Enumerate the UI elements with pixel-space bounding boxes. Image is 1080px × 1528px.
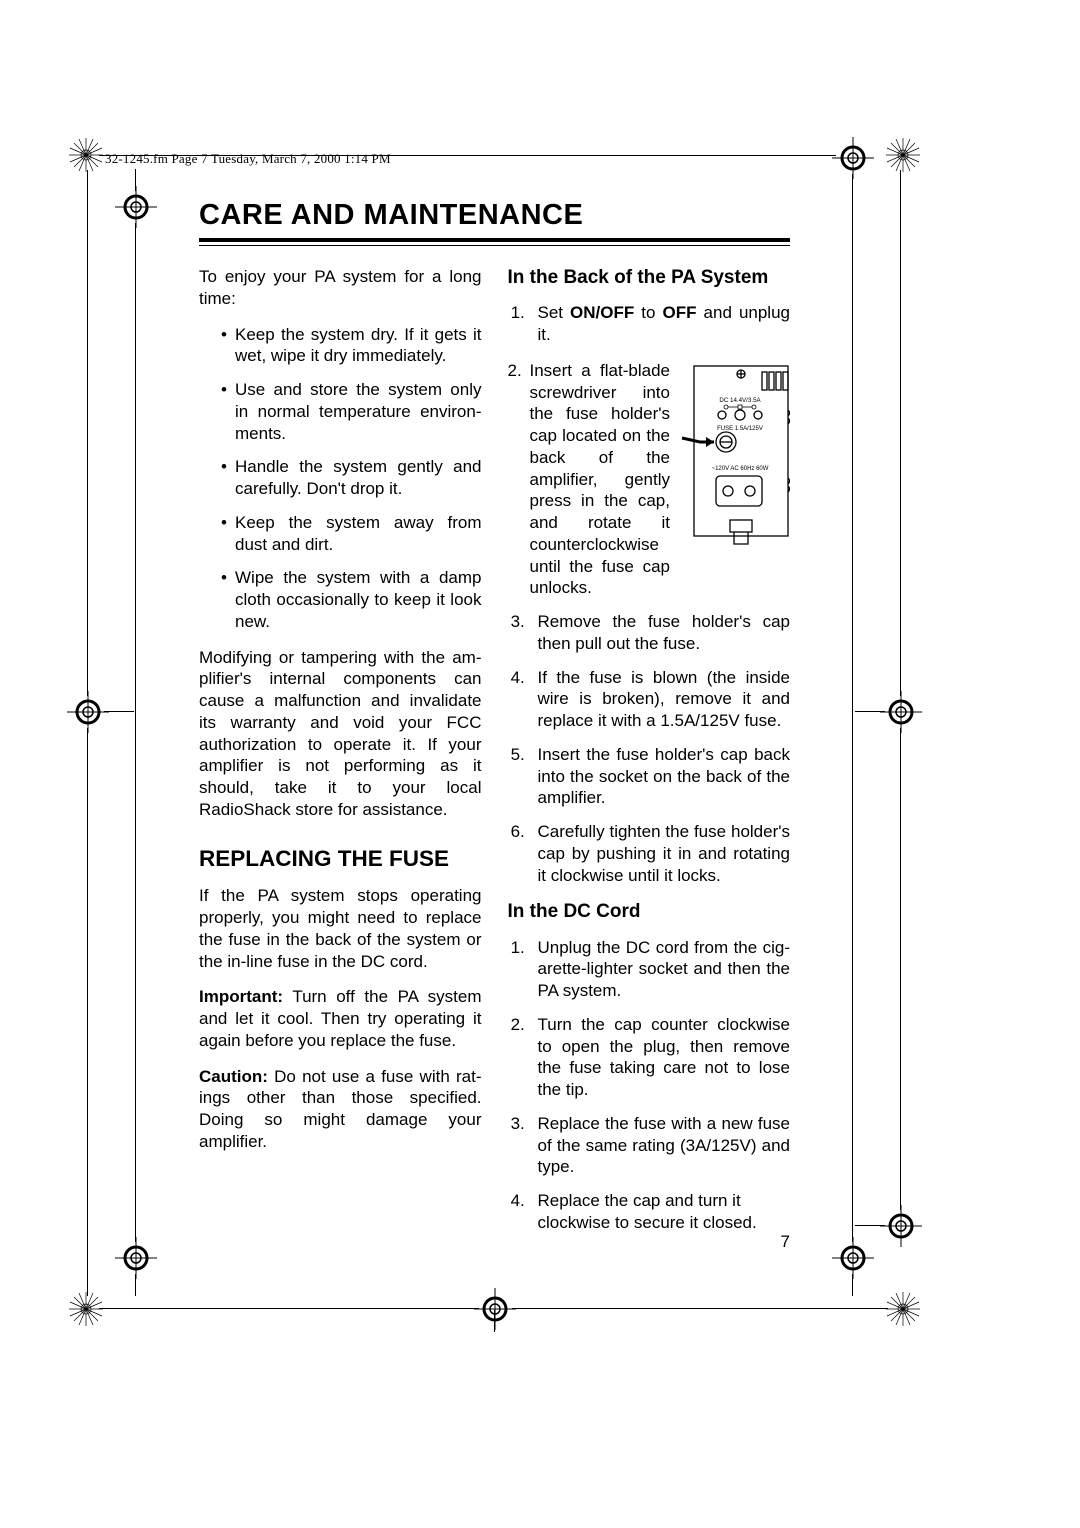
list-item: Keep the system away from dust and dirt.: [221, 512, 482, 556]
list-item: Carefully tighten the fuse holder's cap …: [530, 821, 791, 886]
caution-label: Caution:: [199, 1067, 268, 1086]
back-panel-diagram: DC 14.4V/3.5A FUSE 1.5A/125V ~120V AC 60…: [680, 360, 790, 556]
intro-para: To enjoy your PA system for a long time:: [199, 266, 482, 310]
diagram-label: DC 14.4V/3.5A: [719, 397, 761, 404]
bold-text: ON/OFF: [570, 303, 634, 322]
list-item: Unplug the DC cord from the cig­arette-l…: [530, 937, 791, 1002]
diagram-label: FUSE 1.5A/125V: [717, 426, 763, 432]
bold-text: OFF: [663, 303, 697, 322]
registration-icon: [115, 1237, 157, 1279]
list-item: Replace the cap and turn it clockwise to…: [530, 1190, 791, 1234]
crop-rule: [900, 728, 901, 1210]
crop-rule: [852, 174, 853, 1242]
page-number: 7: [781, 1232, 790, 1252]
crop-radial-icon: [69, 1292, 103, 1326]
mod-warning-para: Modifying or tampering with the am­plifi…: [199, 647, 482, 821]
crop-rule: [99, 1308, 479, 1309]
subsection-heading: In the Back of the PA System: [508, 266, 791, 290]
list-item: Keep the system dry. If it gets it wet, …: [221, 324, 482, 368]
crop-radial-icon: [886, 1292, 920, 1326]
caution-para: Caution: Do not use a fuse with rat­ings…: [199, 1066, 482, 1153]
list-item: Set ON/OFF to OFF and unplug it.: [530, 302, 791, 346]
crop-rule: [512, 1308, 888, 1309]
back-steps-list-cont: Remove the fuse holder's cap then pull o…: [508, 611, 791, 886]
dc-steps-list: Unplug the DC cord from the cig­arette-l…: [508, 937, 791, 1234]
registration-icon: [880, 691, 922, 733]
page: 32-1245.fm Page 7 Tuesday, March 7, 2000…: [0, 0, 1080, 1528]
registration-icon: [880, 1205, 922, 1247]
step-text: Insert a flat-blade screwdriver into the…: [530, 361, 671, 598]
title-rule: [199, 238, 790, 242]
step-text: to: [634, 303, 662, 322]
list-item: Use and store the system only in normal …: [221, 379, 482, 444]
list-item: Insert the fuse holder's cap back into t…: [530, 744, 791, 809]
content-area: CARE AND MAINTENANCE To enjoy your PA sy…: [199, 199, 790, 1248]
crop-rule: [135, 169, 136, 191]
list-item: Handle the system gently and carefully. …: [221, 456, 482, 500]
registration-icon: [115, 186, 157, 228]
step-text: Set: [538, 303, 571, 322]
crop-radial-icon: [886, 138, 920, 172]
crop-rule: [104, 711, 134, 712]
crop-rule: [87, 170, 88, 696]
crop-rule: [900, 170, 901, 696]
registration-icon: [832, 137, 874, 179]
diagram-label: ~120V AC 60Hz 60W: [712, 466, 769, 472]
crop-rule: [135, 223, 136, 1242]
text-columns: To enjoy your PA system for a long time:…: [199, 266, 790, 1248]
body-para: If the PA system stops operating properl…: [199, 885, 482, 972]
subsection-heading: In the DC Cord: [508, 900, 791, 924]
important-para: Important: Turn off the PA system and le…: [199, 986, 482, 1051]
page-title: CARE AND MAINTENANCE: [199, 199, 790, 232]
crop-rule: [494, 1310, 495, 1332]
registration-icon: [832, 1237, 874, 1279]
care-bullet-list: Keep the system dry. If it gets it wet, …: [199, 324, 482, 633]
crop-rule: [87, 728, 88, 1296]
crop-rule: [855, 1225, 885, 1226]
list-item: If the fuse is blown (the inside wire is…: [530, 667, 791, 732]
crop-rule: [852, 1274, 853, 1296]
list-item: Replace the fuse with a new fuse of the …: [530, 1113, 791, 1178]
crop-radial-icon: [69, 138, 103, 172]
back-steps-list: Set ON/OFF to OFF and unplug it.: [508, 302, 791, 346]
list-item: Remove the fuse holder's cap then pull o…: [530, 611, 791, 655]
step-number: 2.: [508, 361, 522, 380]
step-with-figure: 2. Insert a flat-blade screwdriver into t…: [508, 360, 791, 599]
registration-icon: [67, 691, 109, 733]
section-heading: REPLACING THE FUSE: [199, 845, 482, 874]
step-text-wrap: 2. Insert a flat-blade screwdriver into t…: [508, 360, 671, 599]
registration-icon: [474, 1288, 516, 1330]
crop-rule: [855, 711, 885, 712]
title-rule: [199, 245, 790, 246]
list-item: Wipe the system with a damp cloth occasi…: [221, 567, 482, 632]
page-header-line: 32-1245.fm Page 7 Tuesday, March 7, 2000…: [105, 151, 391, 167]
list-item: Turn the cap counter clockwise to open t…: [530, 1014, 791, 1101]
crop-rule: [135, 1274, 136, 1296]
important-label: Important:: [199, 987, 283, 1006]
